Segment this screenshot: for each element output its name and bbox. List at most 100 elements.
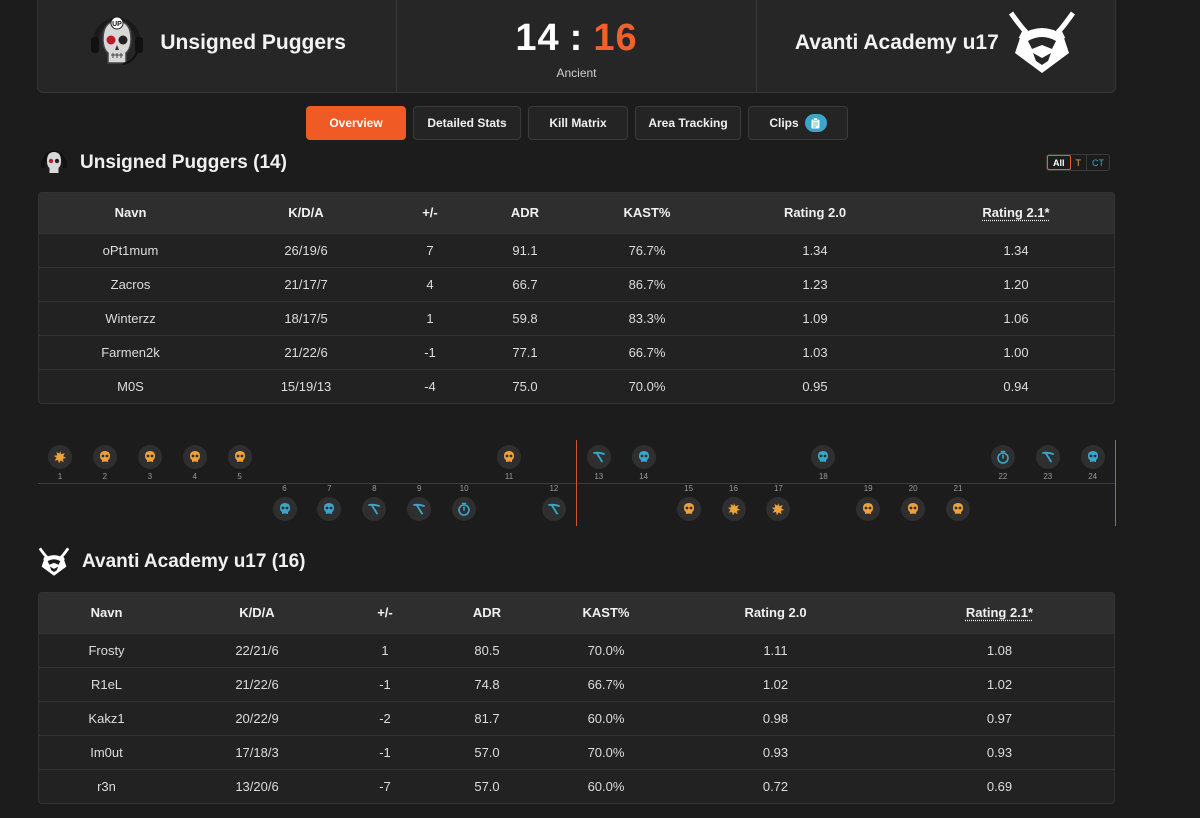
table-cell: 57.0	[430, 768, 544, 803]
skull-icon	[227, 445, 252, 469]
defuse-icon	[586, 445, 611, 469]
tab-overview[interactable]: Overview	[306, 106, 406, 140]
round-marker[interactable]: 22	[990, 445, 1015, 482]
column-header[interactable]: Rating 2.1*	[916, 193, 1114, 233]
round-marker[interactable]: 5	[227, 445, 252, 482]
tab-detailed-stats[interactable]: Detailed Stats	[413, 106, 521, 140]
round-marker[interactable]: 24	[1080, 445, 1105, 482]
side-filter: All T CT	[1046, 154, 1111, 171]
round-marker[interactable]: 16	[721, 484, 746, 521]
player-name[interactable]: Farmen2k	[39, 334, 222, 369]
round-marker[interactable]: 3	[137, 445, 162, 482]
round-marker[interactable]: 7	[317, 484, 342, 521]
score-box: 14:16 Ancient	[515, 17, 637, 80]
rating21-tooltip-label[interactable]: Rating 2.1*	[982, 205, 1050, 221]
score-line: 14:16	[515, 17, 637, 60]
player-name[interactable]: R1eL	[39, 666, 174, 701]
table-cell: 0.97	[883, 700, 1114, 735]
round-marker[interactable]: 15	[676, 484, 701, 521]
team2-name: Avanti Academy u17	[794, 30, 999, 54]
player-name[interactable]: Frosty	[39, 632, 174, 667]
table-cell: 0.93	[883, 734, 1114, 769]
round-marker[interactable]: 2	[92, 445, 117, 482]
filter-t-button[interactable]: T	[1071, 155, 1088, 170]
table-cell: 70.0%	[544, 734, 668, 769]
column-header[interactable]: Rating 2.1*	[883, 593, 1114, 633]
round-marker[interactable]: 17	[766, 484, 791, 521]
player-name[interactable]: Winterzz	[39, 300, 222, 335]
column-header[interactable]: Rating 2.0	[668, 593, 883, 633]
team2-stats-table: Navn K/D/A +/- ADR KAST% Rating 2.0 Rati…	[38, 592, 1115, 804]
round-marker[interactable]: 4	[182, 445, 207, 482]
table-cell: -4	[390, 368, 470, 403]
player-name[interactable]: Im0ut	[39, 734, 174, 769]
player-name[interactable]: oPt1mum	[39, 232, 222, 267]
team2-score: 16	[593, 17, 638, 59]
round-marker[interactable]: 12	[541, 484, 566, 521]
round-number: 6	[282, 484, 287, 493]
bomb-exploded-icon	[48, 445, 72, 469]
round-marker[interactable]: 20	[901, 484, 926, 521]
column-header[interactable]: +/-	[390, 193, 470, 233]
tab-detailed-stats-label: Detailed Stats	[427, 116, 507, 130]
column-header[interactable]: K/D/A	[174, 593, 340, 633]
team2-header[interactable]: Avanti Academy u17	[755, 0, 1115, 92]
skull-icon	[182, 445, 207, 469]
round-marker[interactable]: 11	[497, 445, 521, 482]
player-name[interactable]: r3n	[39, 768, 174, 803]
round-marker[interactable]: 21	[946, 484, 970, 521]
column-header[interactable]: Navn	[39, 593, 174, 633]
round-marker[interactable]: 13	[586, 445, 611, 482]
round-marker[interactable]: 1	[48, 445, 72, 482]
round-timeline: 1 2 3 4 5 6 7 8 9 10 11 12 13 14 15 16 17 18 19 20 21 22 23 24	[38, 440, 1116, 526]
filter-all-button[interactable]: All	[1047, 155, 1071, 170]
tab-area-tracking[interactable]: Area Tracking	[635, 106, 741, 140]
table-cell: 91.1	[470, 232, 580, 267]
round-number: 5	[237, 472, 242, 481]
rating21-tooltip-label[interactable]: Rating 2.1*	[965, 605, 1034, 621]
filter-ct-button[interactable]: CT	[1092, 157, 1105, 168]
table-cell: 66.7	[470, 266, 580, 301]
round-marker[interactable]: 19	[856, 484, 881, 521]
nav-tabs: Overview Detailed Stats Kill Matrix Area…	[306, 106, 848, 140]
table-cell: 57.0	[430, 734, 544, 769]
round-marker[interactable]: 18	[811, 445, 836, 482]
table-cell: 86.7%	[580, 266, 714, 301]
round-number: 2	[102, 472, 108, 481]
tab-kill-matrix[interactable]: Kill Matrix	[528, 106, 628, 140]
column-header[interactable]: KAST%	[544, 593, 668, 633]
round-number: 16	[729, 484, 738, 493]
column-header[interactable]: ADR	[470, 193, 580, 233]
column-header[interactable]: +/-	[340, 593, 430, 633]
round-marker[interactable]: 14	[631, 445, 656, 482]
table-cell: 1.03	[714, 334, 916, 369]
column-header[interactable]: Navn	[39, 193, 222, 233]
column-header[interactable]: K/D/A	[222, 193, 390, 233]
tab-clips[interactable]: Clips	[748, 106, 848, 140]
team1-table-title: Unsigned Puggers (14)	[80, 152, 287, 173]
column-header[interactable]: ADR	[430, 593, 544, 633]
table-cell: 1	[390, 300, 470, 335]
round-marker[interactable]: 6	[272, 484, 297, 521]
round-number: 4	[192, 472, 197, 481]
round-number: 24	[1088, 472, 1098, 481]
player-name[interactable]: M0S	[39, 368, 222, 403]
round-marker[interactable]: 23	[1035, 445, 1060, 482]
round-marker[interactable]: 10	[452, 484, 477, 521]
round-number: 15	[684, 484, 694, 493]
table-cell: 17/18/3	[174, 734, 340, 769]
player-name[interactable]: Kakz1	[39, 700, 174, 735]
team1-header[interactable]: UP Unsigned Puggers	[38, 0, 396, 92]
skull-icon	[631, 445, 656, 469]
round-number: 14	[639, 472, 649, 481]
player-name[interactable]: Zacros	[39, 266, 222, 301]
column-header[interactable]: KAST%	[580, 193, 714, 233]
round-marker[interactable]: 8	[362, 484, 387, 521]
round-number: 10	[459, 484, 469, 493]
round-marker[interactable]: 9	[407, 484, 432, 521]
team2-logo-icon	[1008, 11, 1075, 73]
table-cell: 22/21/6	[174, 632, 340, 667]
table-cell: 21/22/6	[174, 666, 340, 701]
column-header[interactable]: Rating 2.0	[714, 193, 916, 233]
table-cell: 1.06	[916, 300, 1114, 335]
